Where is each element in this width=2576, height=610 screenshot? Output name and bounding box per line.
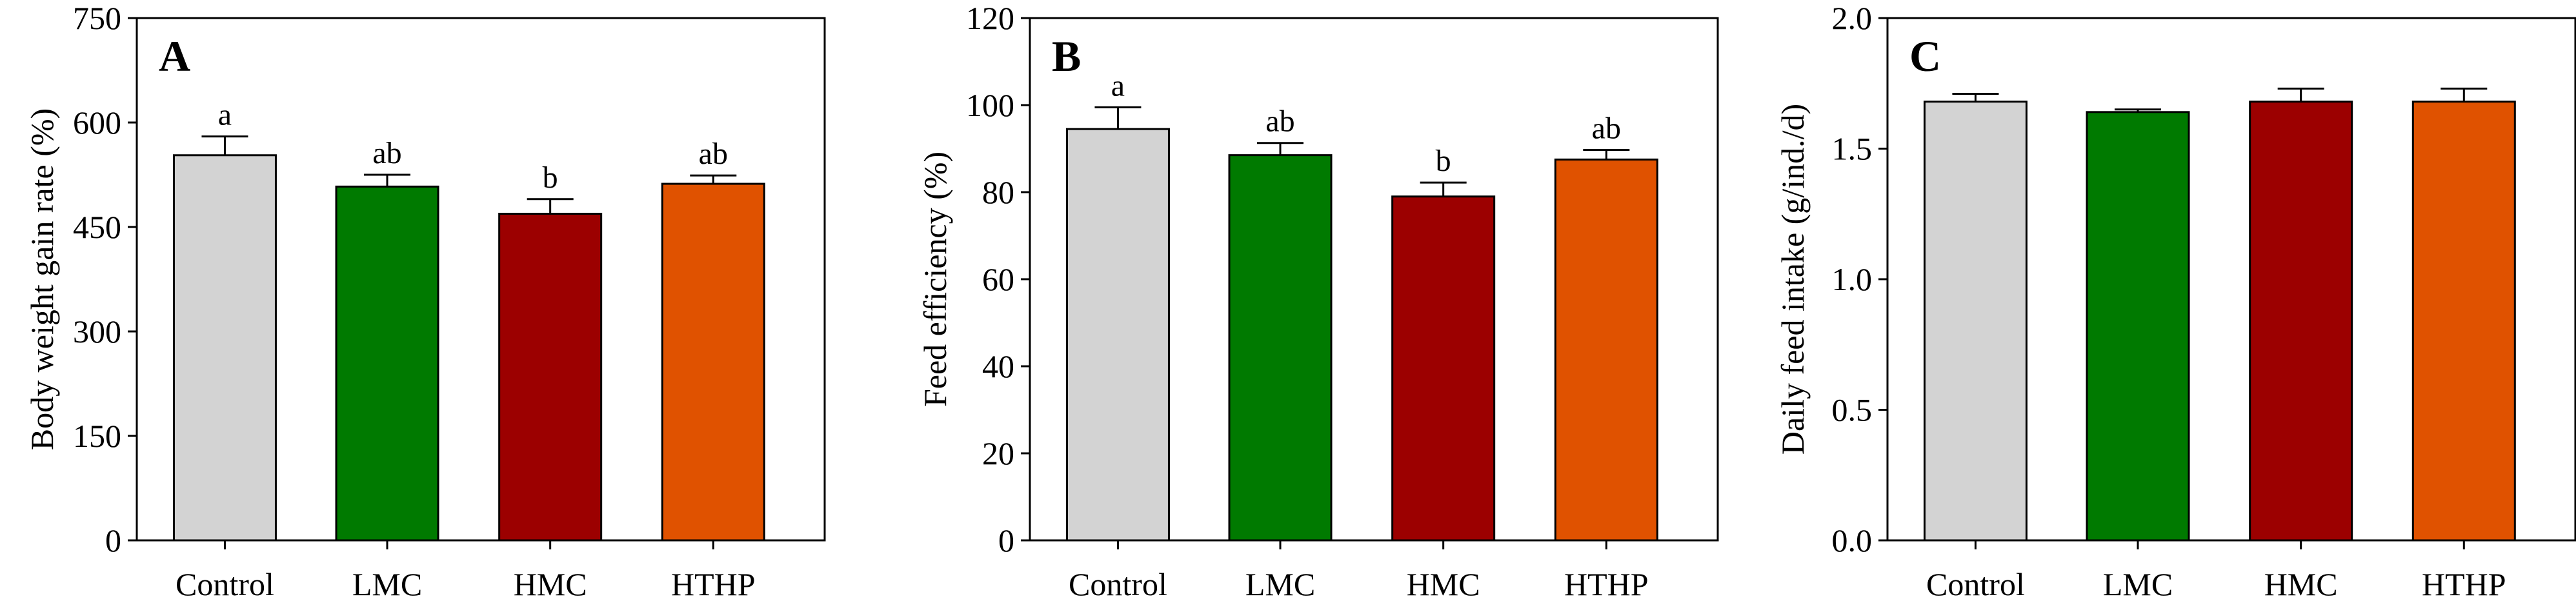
panel-letter: B bbox=[1052, 32, 1081, 81]
y-tick-label: 450 bbox=[73, 209, 121, 245]
bar-lmc bbox=[335, 185, 439, 542]
bar-hthp bbox=[2411, 101, 2516, 542]
y-tick-label: 150 bbox=[73, 418, 121, 454]
chart-panel-b: Feed efficiency (%) 0 20 40 60 80 100 120 a Contr… bbox=[917, 0, 1719, 602]
y-tick-label: 0 bbox=[998, 522, 1014, 558]
significance-label: a bbox=[218, 98, 232, 132]
chart-panel-c: Daily feed intake (g/ind./d) 0.0 0.5 1.0 1.5… bbox=[1775, 0, 2576, 602]
bar-hmc bbox=[2249, 101, 2353, 542]
plot-frame bbox=[1886, 17, 2576, 542]
panel-letter: A bbox=[159, 32, 190, 81]
y-tick-label: 1.0 bbox=[1832, 261, 1873, 297]
y-tick-label: 100 bbox=[966, 87, 1014, 123]
y-tick-label: 20 bbox=[982, 435, 1014, 471]
y-tick-label: 600 bbox=[73, 104, 121, 141]
y-axis-title: Feed efficiency (%) bbox=[917, 152, 953, 407]
significance-label: ab bbox=[1265, 104, 1294, 139]
bar-lmc bbox=[1228, 154, 1333, 542]
y-tick-label: 1.5 bbox=[1832, 131, 1873, 167]
chart-panel-a: Body weight gain rate (%) 0 150 300 450 600 75… bbox=[24, 0, 826, 602]
x-tick-label: LMC bbox=[352, 566, 422, 602]
x-tick-label: Control bbox=[1926, 566, 2025, 602]
bar-control bbox=[1923, 101, 2028, 542]
significance-label: b bbox=[543, 161, 558, 195]
x-tick-label: HTHP bbox=[2422, 566, 2506, 602]
significance-label: b bbox=[1436, 144, 1451, 178]
significance-label: a bbox=[1111, 68, 1125, 103]
bar-control bbox=[172, 154, 277, 542]
plot-frame bbox=[136, 17, 826, 542]
y-tick-label: 0.0 bbox=[1832, 522, 1873, 558]
x-tick-label: Control bbox=[1069, 566, 1167, 602]
bar-lmc bbox=[2086, 111, 2190, 542]
bar-control bbox=[1065, 128, 1170, 542]
y-axis-title: Daily feed intake (g/ind./d) bbox=[1775, 104, 1811, 455]
panel-letter: C bbox=[1909, 32, 1941, 81]
y-tick-label: 120 bbox=[966, 0, 1014, 36]
plot-frame bbox=[1029, 17, 1719, 542]
x-tick-label: HTHP bbox=[1564, 566, 1649, 602]
bar-hthp bbox=[1554, 158, 1658, 542]
significance-label: ab bbox=[699, 137, 728, 171]
significance-label: ab bbox=[372, 136, 401, 170]
x-tick-label: HMC bbox=[1407, 566, 1480, 602]
y-tick-label: 2.0 bbox=[1832, 0, 1873, 36]
bar-hmc bbox=[498, 212, 603, 542]
y-tick-label: 60 bbox=[982, 261, 1014, 297]
x-tick-label: Control bbox=[176, 566, 274, 602]
y-tick-label: 0.5 bbox=[1832, 392, 1873, 428]
y-tick-label: 300 bbox=[73, 313, 121, 349]
x-tick-label: HTHP bbox=[671, 566, 756, 602]
y-tick-label: 750 bbox=[73, 0, 121, 36]
y-tick-label: 40 bbox=[982, 348, 1014, 384]
bar-hmc bbox=[1391, 195, 1496, 542]
y-tick-label: 0 bbox=[105, 522, 121, 558]
x-tick-label: HMC bbox=[514, 566, 587, 602]
x-tick-label: LMC bbox=[1245, 566, 1315, 602]
x-tick-label: LMC bbox=[2103, 566, 2173, 602]
significance-label: ab bbox=[1592, 112, 1621, 146]
y-tick-label: 80 bbox=[982, 174, 1014, 210]
y-axis-title: Body weight gain rate (%) bbox=[24, 108, 60, 450]
x-tick-label: HMC bbox=[2264, 566, 2338, 602]
bar-hthp bbox=[661, 182, 765, 542]
